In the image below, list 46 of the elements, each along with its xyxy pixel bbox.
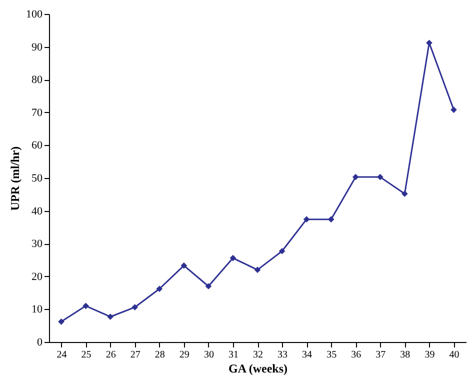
- point: [328, 216, 334, 222]
- point: [376, 174, 384, 180]
- x-tick-label: 31: [228, 350, 238, 360]
- x-tick-label: 26: [106, 350, 116, 360]
- x-tick-label: 40: [449, 350, 460, 360]
- point: [278, 248, 286, 254]
- point: [156, 286, 163, 292]
- x-tick-label: 29: [179, 350, 190, 360]
- point: [180, 262, 188, 269]
- x-tick-label: 30: [204, 350, 214, 360]
- x-tick-label: 27: [130, 350, 140, 360]
- y-tick-label: 100: [26, 8, 43, 20]
- x-tick-label: 34: [302, 350, 312, 360]
- point: [450, 106, 457, 113]
- x-tick-label: 39: [424, 350, 435, 360]
- point: [352, 174, 359, 180]
- y-tick-label: 20: [32, 270, 43, 283]
- y-tick-label: 0: [37, 336, 43, 348]
- y-tick-label: 10: [32, 304, 43, 316]
- x-tick-label: 33: [278, 350, 288, 360]
- x-tick-label: 36: [351, 350, 362, 360]
- point: [402, 190, 408, 197]
- y-axis-title: UPR (ml/hr): [8, 146, 22, 211]
- point: [58, 318, 64, 325]
- point: [82, 302, 89, 310]
- x-tick-label: 37: [376, 350, 386, 360]
- point: [132, 304, 138, 310]
- y-tick-label: 60: [32, 140, 43, 152]
- y-tick-label: 40: [32, 205, 43, 218]
- y-tick-label: 80: [32, 74, 43, 86]
- y-tick-label: 70: [32, 106, 43, 119]
- x-tick-label: 25: [81, 350, 92, 360]
- point: [230, 254, 236, 262]
- x-tick-label: 24: [56, 350, 67, 360]
- x-axis-title: GA (weeks): [228, 362, 288, 376]
- point: [303, 216, 310, 222]
- point: [205, 283, 212, 290]
- y-tick-label: 90: [32, 41, 43, 54]
- point: [107, 314, 114, 320]
- point: [254, 266, 261, 273]
- x-tick-label: 35: [326, 350, 337, 360]
- y-tick-label: 50: [32, 172, 43, 184]
- x-tick-label: 28: [154, 350, 165, 360]
- x-tick-label: 38: [400, 350, 410, 360]
- x-tick-label: 32: [253, 350, 263, 360]
- y-tick-label: 30: [32, 238, 43, 250]
